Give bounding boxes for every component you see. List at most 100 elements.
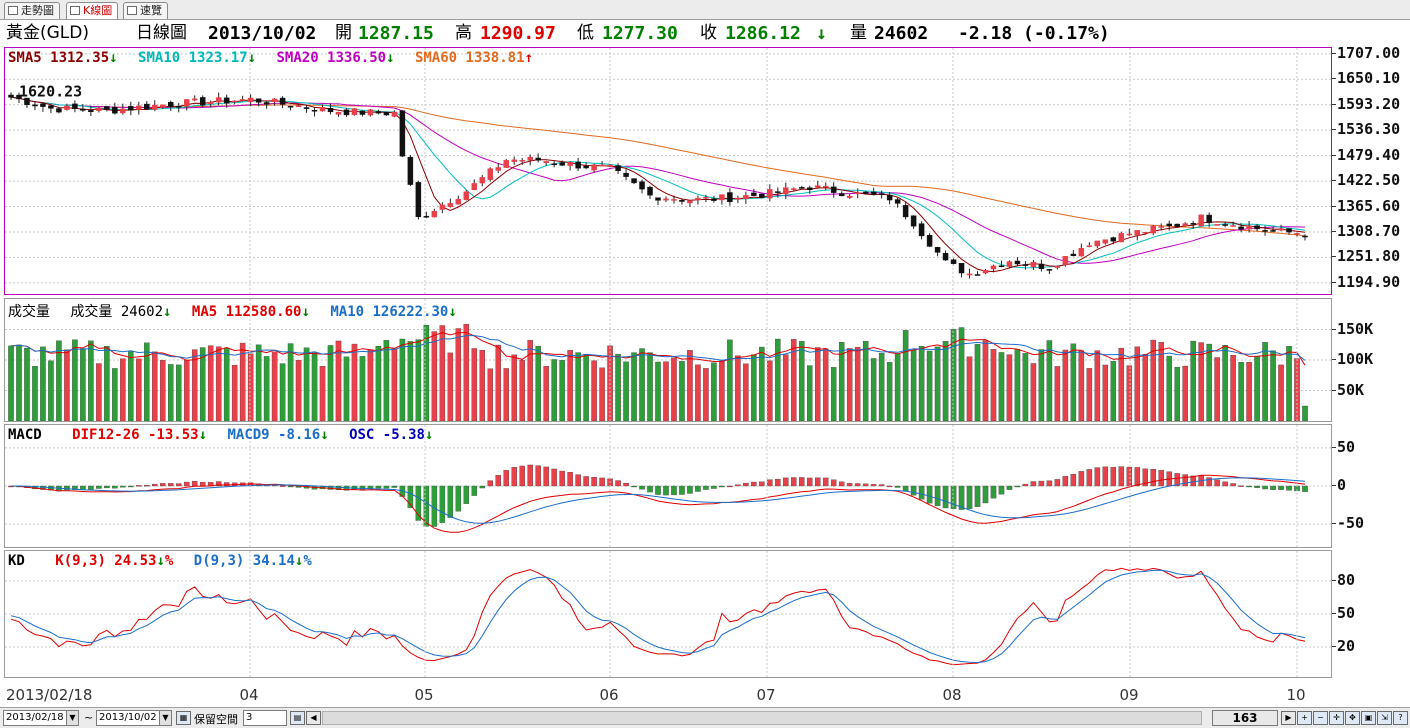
volume-bar <box>535 345 541 421</box>
candle-body <box>1046 269 1053 271</box>
low-value: 1277.30 <box>602 23 678 44</box>
osc-bar <box>1158 470 1164 487</box>
volume-yaxis: 150K 100K 50K <box>1331 298 1410 422</box>
candle-body <box>974 274 981 276</box>
volume-bar <box>8 345 14 421</box>
scroll-left-icon[interactable]: ◀ <box>306 711 321 725</box>
volume-bar <box>311 352 318 421</box>
scroll-right-icon[interactable]: ▶ <box>1281 711 1296 725</box>
close-label: 收 <box>700 23 717 43</box>
volume-bar <box>503 368 509 421</box>
volume-bar <box>1078 350 1085 421</box>
price-panel[interactable]: 1620.231179.83 SMA5 1312.35↓ SMA10 1323.… <box>4 47 1332 295</box>
volume-panel[interactable]: 成交量 成交量 24602↓ MA5 112580.60↓ MA10 12622… <box>4 298 1332 422</box>
legend-sma20: SMA20 1336.50↓ <box>276 50 395 66</box>
volume-bar <box>207 345 214 421</box>
x-tick-label: 05 <box>414 686 434 704</box>
keep-space-input[interactable]: 3 <box>243 710 287 726</box>
osc-bar <box>152 483 158 487</box>
candle-body <box>1198 214 1204 227</box>
osc-bar <box>1078 471 1085 487</box>
volume-bar <box>32 366 38 421</box>
volume-bar <box>1014 348 1021 421</box>
candle-body <box>1022 264 1029 266</box>
osc-bar <box>846 483 853 487</box>
osc-bar <box>822 477 829 487</box>
apply-range-icon[interactable]: ▦ <box>176 711 191 725</box>
osc-bar <box>679 485 685 495</box>
candle-body <box>894 199 901 204</box>
candle-body <box>327 108 334 113</box>
from-date-select[interactable]: 2013/02/18 ▼ <box>3 710 79 726</box>
price-ytick: 1479.40 <box>1331 145 1401 164</box>
volume-bar <box>247 353 254 421</box>
osc-bar <box>583 476 589 487</box>
volume-bar <box>327 345 334 421</box>
macd-panel[interactable]: MACD DIF12-26 -13.53↓ MACD9 -8.16↓ OSC -… <box>4 424 1332 548</box>
volume-bar <box>239 342 246 421</box>
osc-bar <box>1070 474 1077 487</box>
zoom-out-icon[interactable]: − <box>1313 711 1328 725</box>
volume-bar <box>1110 361 1117 421</box>
candle-body <box>1222 224 1228 226</box>
volume-bar <box>599 367 605 421</box>
tab-trend[interactable]: 走勢圖 <box>4 2 60 19</box>
volume-bar <box>719 360 725 421</box>
volume-bar <box>663 361 669 421</box>
volume-bar <box>455 328 462 421</box>
x-tick-label: 09 <box>1119 686 1139 704</box>
time-scrollbar[interactable] <box>322 711 1202 725</box>
osc-bar <box>383 485 390 489</box>
volume-bar <box>415 339 422 421</box>
osc-bar <box>40 485 46 490</box>
candle-body <box>183 99 190 107</box>
legend-sma5: SMA5 1312.35↓ <box>8 50 118 66</box>
volume-bar <box>423 324 430 421</box>
to-date-select[interactable]: 2013/10/02 ▼ <box>96 710 172 726</box>
volume-bar <box>1062 349 1069 421</box>
volume-bar <box>631 352 637 421</box>
move-icon[interactable]: ✥ <box>1345 711 1360 725</box>
osc-bar <box>894 485 901 488</box>
kd-panel[interactable]: KD K(9,3) 24.53↓% D(9,3) 34.14↓% <box>4 550 1332 678</box>
osc-bar <box>439 485 446 523</box>
volume-bar <box>1270 350 1276 421</box>
osc-bar <box>990 485 997 499</box>
volume-bar <box>447 352 454 421</box>
volume-bar <box>1206 343 1212 421</box>
osc-bar <box>144 485 150 487</box>
crosshair-icon[interactable]: ✛ <box>1329 711 1344 725</box>
candle-body <box>910 215 917 227</box>
candle-body <box>767 189 773 199</box>
candle-body <box>615 165 621 171</box>
candle-body <box>926 235 933 247</box>
volume-bar <box>1278 364 1284 421</box>
volume-bar <box>168 364 174 421</box>
candle-body <box>175 105 182 108</box>
tab-kline[interactable]: K線圖 <box>66 2 119 19</box>
tab-overview[interactable]: 速覽 <box>123 2 168 19</box>
candle-body <box>671 199 677 201</box>
volume-bar <box>822 348 829 421</box>
candle-body <box>1238 226 1244 230</box>
candle-body <box>120 108 126 114</box>
osc-bar <box>559 470 565 487</box>
macd-ytick: 50 <box>1331 437 1356 456</box>
osc-bar <box>1286 485 1292 491</box>
print-icon[interactable]: ▣ <box>1361 711 1376 725</box>
volume-bar <box>160 360 166 421</box>
settings-icon[interactable]: ▤ <box>290 711 305 725</box>
candle-body <box>88 110 94 112</box>
high-value: 1290.97 <box>480 23 556 44</box>
zoom-in-icon[interactable]: + <box>1297 711 1312 725</box>
export-icon[interactable]: ⇲ <box>1377 711 1392 725</box>
osc-bar <box>958 485 965 510</box>
osc-bar <box>1278 485 1284 490</box>
candle-body <box>1302 235 1308 238</box>
osc-bar <box>168 483 174 487</box>
osc-bar <box>615 480 621 487</box>
help-icon[interactable]: ? <box>1393 711 1408 725</box>
candle-body <box>1270 230 1276 232</box>
candle-body <box>1110 237 1117 242</box>
